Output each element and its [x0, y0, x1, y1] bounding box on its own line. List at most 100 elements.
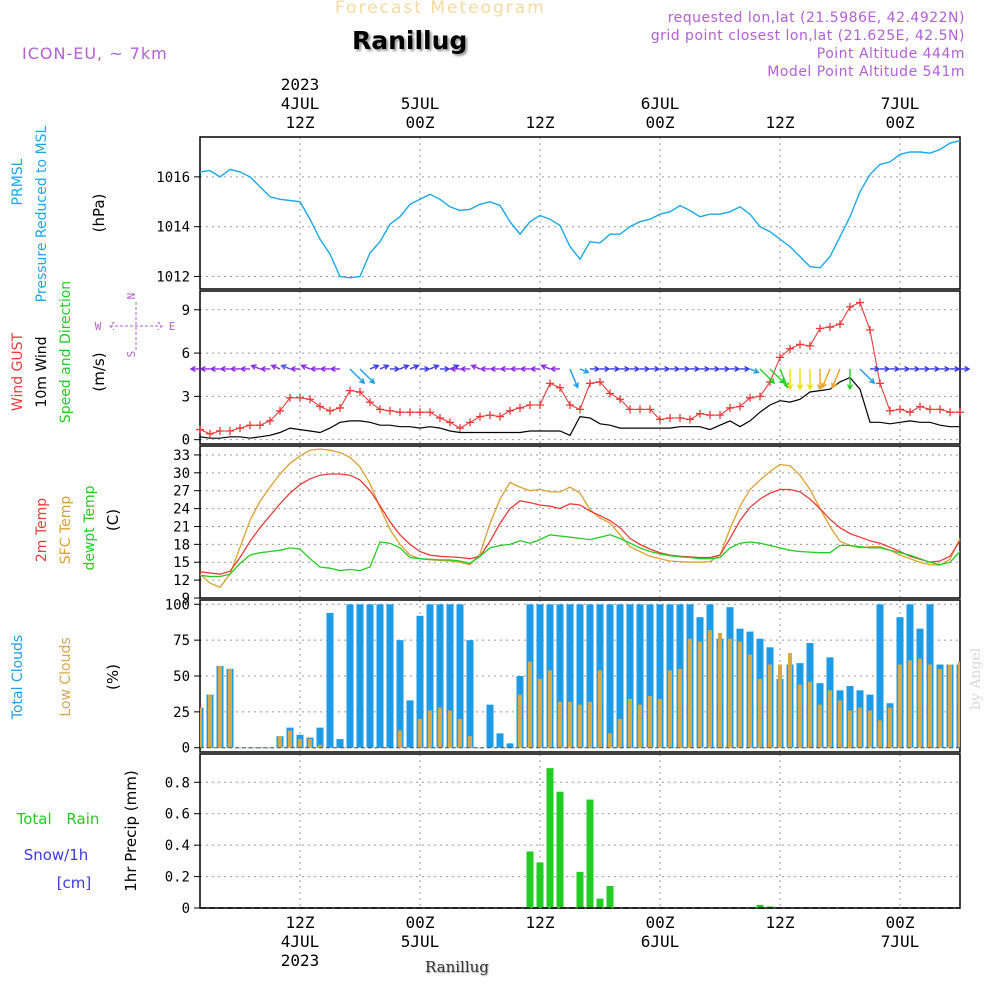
y-tick-label: 15	[173, 555, 190, 571]
pressure-axis-label: Pressure Reduced to MSL	[34, 125, 50, 302]
total-cloud-bar	[876, 604, 884, 748]
gust-point	[676, 414, 684, 423]
panel-frame	[199, 445, 961, 599]
footer-station: Ranillug	[425, 958, 489, 976]
gust-point	[616, 395, 624, 404]
low-cloud-bar	[938, 668, 942, 748]
temp-axis-label: 2m Temp	[34, 498, 50, 562]
gust-point	[826, 323, 834, 332]
gust-point	[626, 405, 634, 414]
wind-direction-arrow	[549, 365, 560, 372]
low-cloud-bar	[928, 664, 932, 748]
wind-direction-arrow	[270, 364, 281, 370]
low-cloud-bar	[748, 654, 752, 748]
wind-direction-arrow	[479, 365, 490, 372]
low-cloud-bar	[908, 660, 912, 748]
y-tick-label: 33	[173, 448, 190, 464]
gust-point	[776, 353, 784, 362]
wind-direction-arrow	[821, 368, 831, 389]
total-cloud-bar	[506, 743, 514, 748]
y-tick-label: 0.8	[165, 775, 190, 791]
wind-direction-arrow	[540, 364, 551, 370]
gust-point	[536, 401, 544, 410]
rain-bar	[766, 906, 774, 908]
rain-bar	[596, 898, 604, 908]
rain-bar	[556, 791, 564, 908]
rain-bar	[756, 904, 764, 908]
y-tick-label: 0	[182, 901, 190, 917]
wind-direction-arrow	[910, 365, 921, 372]
compass-rose	[109, 302, 163, 350]
y-tick-label: 30	[173, 466, 190, 482]
gust-point	[276, 406, 284, 415]
gust-axis-label: Wind GUST	[10, 332, 26, 411]
low-cloud-bar	[278, 736, 282, 748]
wind-direction-arrow	[690, 365, 701, 372]
pressure-line	[199, 140, 961, 279]
time-label-top: 00Z	[646, 113, 675, 132]
y-tick-label: 50	[173, 669, 190, 685]
gust-point	[646, 405, 654, 414]
wind-direction-arrow	[786, 368, 794, 391]
total-cloud-bar	[606, 604, 614, 748]
time-label-bottom: 2023	[281, 951, 320, 970]
wind-direction-arrow	[670, 365, 681, 372]
total-cloud-bar	[536, 604, 544, 748]
low-cloud-bar	[718, 632, 722, 748]
gust-point	[706, 411, 714, 420]
gust-point	[806, 341, 814, 350]
y-tick-label: 0.6	[165, 807, 190, 823]
gust-point	[796, 340, 804, 349]
wind-direction-arrow	[189, 365, 200, 372]
gust-point	[576, 405, 584, 414]
wind-direction-arrow	[740, 365, 751, 372]
low-cloud-bar	[448, 710, 452, 748]
model-altitude: Model Point Altitude 541m	[767, 64, 965, 80]
total-cloud-bar	[386, 604, 394, 748]
wind-direction-arrow	[309, 365, 320, 372]
gust-point	[916, 402, 924, 411]
gust-point	[836, 320, 844, 329]
gust-point	[206, 429, 214, 438]
wind-direction-arrow	[700, 365, 711, 372]
low-cloud-bar	[898, 664, 902, 748]
low-cloud-bar	[468, 736, 472, 748]
time-label-top: 4JUL	[281, 94, 320, 113]
y-tick-label: 75	[173, 633, 190, 649]
y-tick-label: 0.2	[165, 870, 190, 886]
compass-w: W	[95, 320, 102, 333]
low-cloud-bar	[888, 707, 892, 748]
gust-point	[196, 425, 204, 434]
gust-point	[406, 408, 414, 417]
time-label-top: 2023	[281, 75, 320, 94]
gust-point	[906, 408, 914, 417]
wind-direction-arrow	[319, 365, 330, 372]
gust-point	[526, 401, 534, 410]
low-cloud-bar	[628, 698, 632, 748]
gust-point	[306, 395, 314, 404]
wind-direction-arrow	[749, 368, 760, 374]
y-tick-label: 0.4	[165, 838, 190, 854]
low-cloud-bar	[528, 661, 532, 748]
total-cloud-bar	[236, 747, 244, 749]
rain-bar	[576, 871, 584, 908]
low-cloud-bar	[648, 696, 652, 748]
wind-direction-arrow	[399, 364, 410, 370]
time-label-top: 5JUL	[401, 94, 440, 113]
low-cloud-bar	[728, 638, 732, 748]
dewpoint-line	[199, 534, 961, 578]
wind-direction-arrow	[239, 365, 250, 372]
total-cloud-bar	[496, 733, 504, 748]
wind-direction-arrow	[289, 365, 300, 372]
total-cloud-bar	[356, 604, 364, 748]
low-cloud-bar	[428, 710, 432, 748]
time-label-bottom: 12Z	[286, 913, 315, 932]
gust-point	[256, 421, 264, 430]
wind-unit-label: (m/s)	[90, 352, 108, 391]
wind-direction-arrow	[680, 365, 691, 372]
wind-direction-arrow	[569, 368, 579, 389]
total-cloud-bar	[366, 604, 374, 748]
low-cloud-bar	[548, 670, 552, 748]
time-label-bottom: 12Z	[766, 913, 795, 932]
low-cloud-bar	[458, 719, 462, 748]
